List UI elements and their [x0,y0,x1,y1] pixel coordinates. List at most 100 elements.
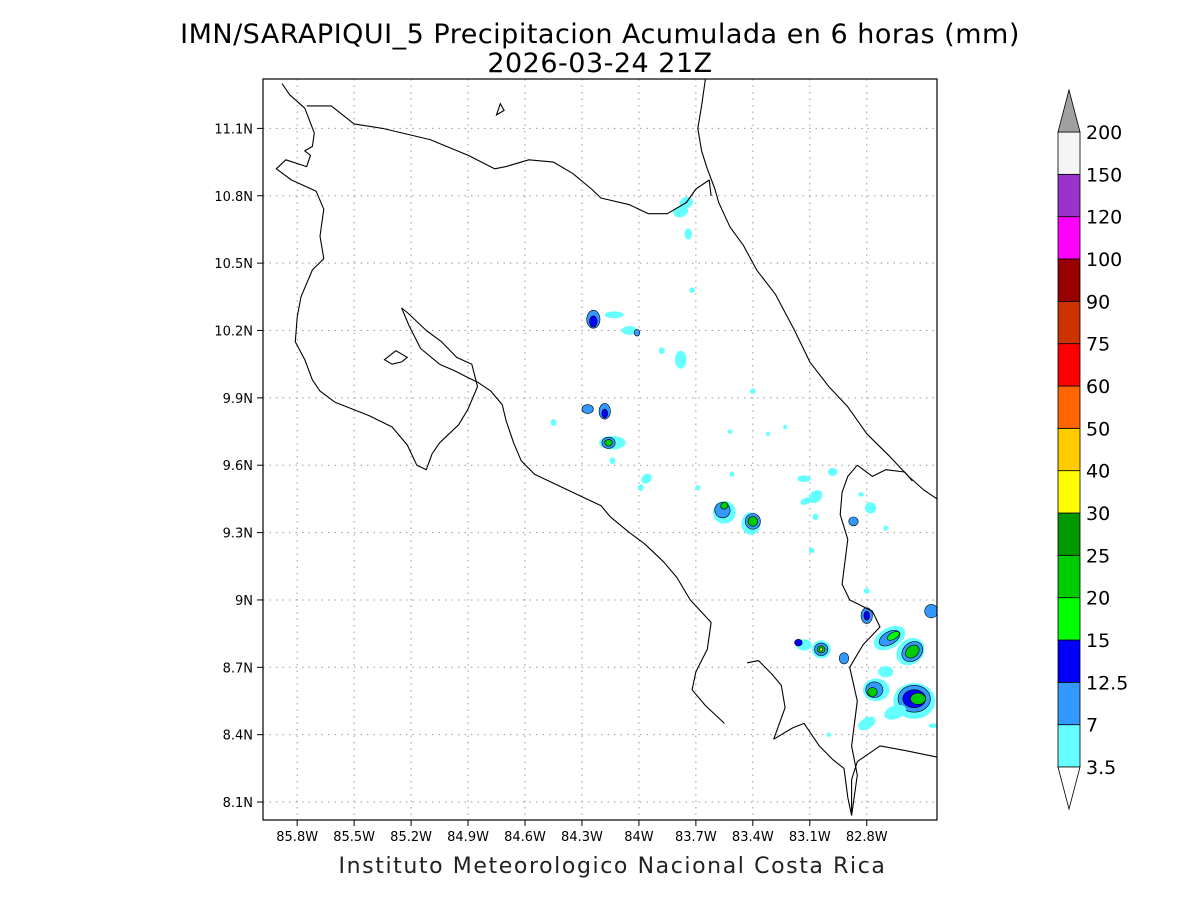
lat-tick-label: 10.8N [214,190,253,205]
precip-cell [729,471,735,477]
precip-cell [910,692,926,705]
axes: 85.8W 85.5W 85.2W 84.9W 84.6W 84.3W 84W 83.7W 83… [214,122,887,845]
country-border [839,464,913,816]
lon-tick-label: 85.2W [390,830,432,845]
lat-tick-label: 9.3N [223,527,253,542]
lon-tick-label: 83.4W [732,830,774,845]
precip-cell [883,525,889,531]
credit-text: Instituto Meteorologico Nacional Costa R… [338,854,887,879]
coastline [401,307,725,724]
coastlines [275,79,937,816]
lat-tick-label: 8.4N [223,729,253,744]
precip-cell [766,431,770,437]
lat-tick-label: 10.5N [214,257,253,272]
lat-tick-label: 9.6N [223,459,253,474]
precip-cell [621,326,638,335]
precip-cell [601,408,608,419]
coastline [851,745,937,816]
gridlines [263,79,937,820]
precip-cell [812,513,819,521]
precip-cell [924,604,937,619]
precip-cell [747,516,758,527]
precip-cell [827,467,838,476]
colorbar-box [1057,512,1081,556]
precip-cell [878,666,894,678]
precip-cell [887,631,900,641]
precip-cell [695,484,701,491]
lon-tick-label: 84W [624,830,654,845]
lon-tick-label: 84.9W [447,830,489,845]
precip-cell [797,475,811,483]
colorbar-label: 120 [1086,207,1122,229]
colorbar-label: 3.5 [1086,757,1116,779]
colorbar-box [1057,343,1081,387]
precip-cell [689,287,695,293]
precip-cell [928,723,937,728]
plot-title-line1: IMN/SARAPIQUI_5 Precipitacion Acumulada … [180,19,1020,51]
precip-cell [819,647,824,652]
precip-cell [604,311,624,319]
precip-cell [749,388,756,394]
precip-cell [581,404,594,414]
lon-tick-label: 83.7W [675,830,717,845]
lat-tick-label: 11.1N [214,122,253,137]
colorbar-box [1057,385,1081,429]
colorbar-label: 150 [1086,164,1122,186]
lake-outline [495,102,505,117]
lon-tick-label: 85.5W [333,830,375,845]
precip-cell [658,347,665,355]
colorbar-label: 60 [1086,376,1110,398]
lake-outline [383,350,409,365]
colorbar-box [1057,216,1081,260]
precip-cell [863,610,870,621]
precip-cell [637,484,644,492]
colorbar-label: 25 [1086,545,1110,567]
colorbar-box [1057,724,1081,768]
lat-tick-label: 10.2N [214,324,253,339]
precip-cell [808,547,815,554]
precip-cell [826,732,832,737]
precip-cell [550,419,557,426]
colorbar-label: 7 [1086,715,1098,737]
colorbar-label: 90 [1086,291,1110,313]
precip-cell [727,429,733,434]
colorbar-box [1057,597,1081,641]
colorbar-box [1057,173,1081,218]
colorbar-box [1057,300,1081,345]
lon-tick-label: 83.1W [789,830,831,845]
lat-tick-label: 8.7N [223,661,253,676]
colorbar: 3.5 7 12.5 15 20 25 30 40 50 60 75 90 100 120 150 200 [1057,88,1128,811]
coastline [773,722,853,816]
plot-title-line2: 2026-03-24 21Z [487,48,713,80]
precip-cell [858,492,864,497]
lat-tick-label: 9.9N [223,392,253,407]
precip-cell [794,638,803,647]
colorbar-label: 75 [1086,334,1110,356]
lon-tick-label: 82.8W [846,830,888,845]
colorbar-box [1057,639,1081,683]
colorbar-box [1057,131,1081,175]
precip-cell [674,350,687,369]
colorbar-box [1057,681,1081,726]
precip-cell [800,497,812,505]
precip-cell [838,652,850,665]
colorbar-label: 100 [1086,249,1122,271]
lon-tick-label: 84.3W [561,830,603,845]
precip-cell [720,501,729,510]
precip-cell [684,228,693,240]
colorbar-box [1057,554,1081,599]
precip-cell [808,490,823,504]
precip-cell [863,588,870,594]
precip-cell [609,457,616,465]
plot-frame [262,78,938,821]
colorbar-over-arrow [1057,88,1081,133]
coastline [746,660,786,740]
precip-cell [589,315,598,328]
colorbar-label: 15 [1086,630,1110,652]
precipitation-field [550,196,937,737]
precip-cell [604,439,613,447]
lat-tick-label: 9N [235,594,253,609]
precip-cell [633,329,641,337]
precip-cell [905,644,920,659]
colorbar-label: 50 [1086,418,1110,440]
